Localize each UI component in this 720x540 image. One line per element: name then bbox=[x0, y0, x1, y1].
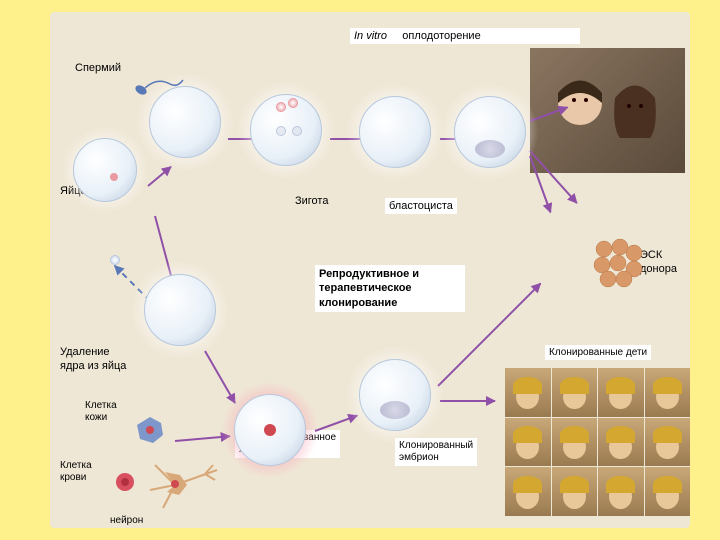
clone-face bbox=[598, 467, 644, 516]
nucleus-removal-label: Удалениеядра из яйца bbox=[60, 345, 126, 374]
clone-face bbox=[505, 368, 551, 417]
arrow bbox=[440, 400, 495, 402]
clone-face bbox=[645, 467, 691, 516]
clone-face bbox=[552, 418, 598, 467]
in-vitro-text: оплодоторение bbox=[402, 30, 480, 42]
cell bbox=[359, 96, 431, 168]
clone-face bbox=[645, 418, 691, 467]
clone-face bbox=[645, 368, 691, 417]
clone-face bbox=[505, 418, 551, 467]
esc-cluster bbox=[590, 235, 645, 295]
in-vitro-box: In vitro оплодоторение bbox=[350, 28, 580, 44]
donor-nucleus bbox=[264, 424, 276, 436]
ejected-nucleus bbox=[110, 255, 120, 265]
egg-nucleus bbox=[110, 173, 118, 181]
cell bbox=[73, 138, 137, 202]
zygote-label: Зигота bbox=[295, 195, 328, 207]
clone-face bbox=[598, 418, 644, 467]
esc-donor-label: ЭСКдонора bbox=[640, 248, 677, 277]
repro-cloning-box: Репродуктивное итерапевтическоеклонирова… bbox=[315, 265, 465, 312]
sperm-icon bbox=[135, 72, 185, 107]
cloned-icm bbox=[380, 401, 410, 419]
blood-cell-icon bbox=[115, 472, 135, 497]
clone-face bbox=[505, 467, 551, 516]
inner-cell-mass bbox=[475, 140, 505, 158]
neuron-label: нейрон bbox=[110, 515, 143, 526]
cell bbox=[359, 359, 431, 431]
sperm-label: Спермий bbox=[75, 62, 121, 74]
cell bbox=[250, 94, 322, 166]
blastocyst-label: бластоциста bbox=[385, 198, 457, 214]
cell bbox=[144, 274, 216, 346]
pronucleus bbox=[276, 126, 286, 136]
skin-cell-label: Клеткакожи bbox=[85, 400, 117, 424]
skin-cell-icon bbox=[135, 415, 165, 450]
in-vitro-italic: In vitro bbox=[354, 30, 387, 42]
cloned-children-grid bbox=[505, 368, 690, 516]
clone-face bbox=[598, 368, 644, 417]
clone-face bbox=[552, 368, 598, 417]
polar-body bbox=[276, 102, 286, 112]
blood-cell-label: Клеткакрови bbox=[60, 460, 92, 484]
clone-face bbox=[552, 467, 598, 516]
neuron-icon bbox=[145, 450, 225, 520]
cloned-children-label: Клонированные дети bbox=[545, 345, 651, 360]
pronucleus bbox=[292, 126, 302, 136]
polar-body bbox=[288, 98, 298, 108]
